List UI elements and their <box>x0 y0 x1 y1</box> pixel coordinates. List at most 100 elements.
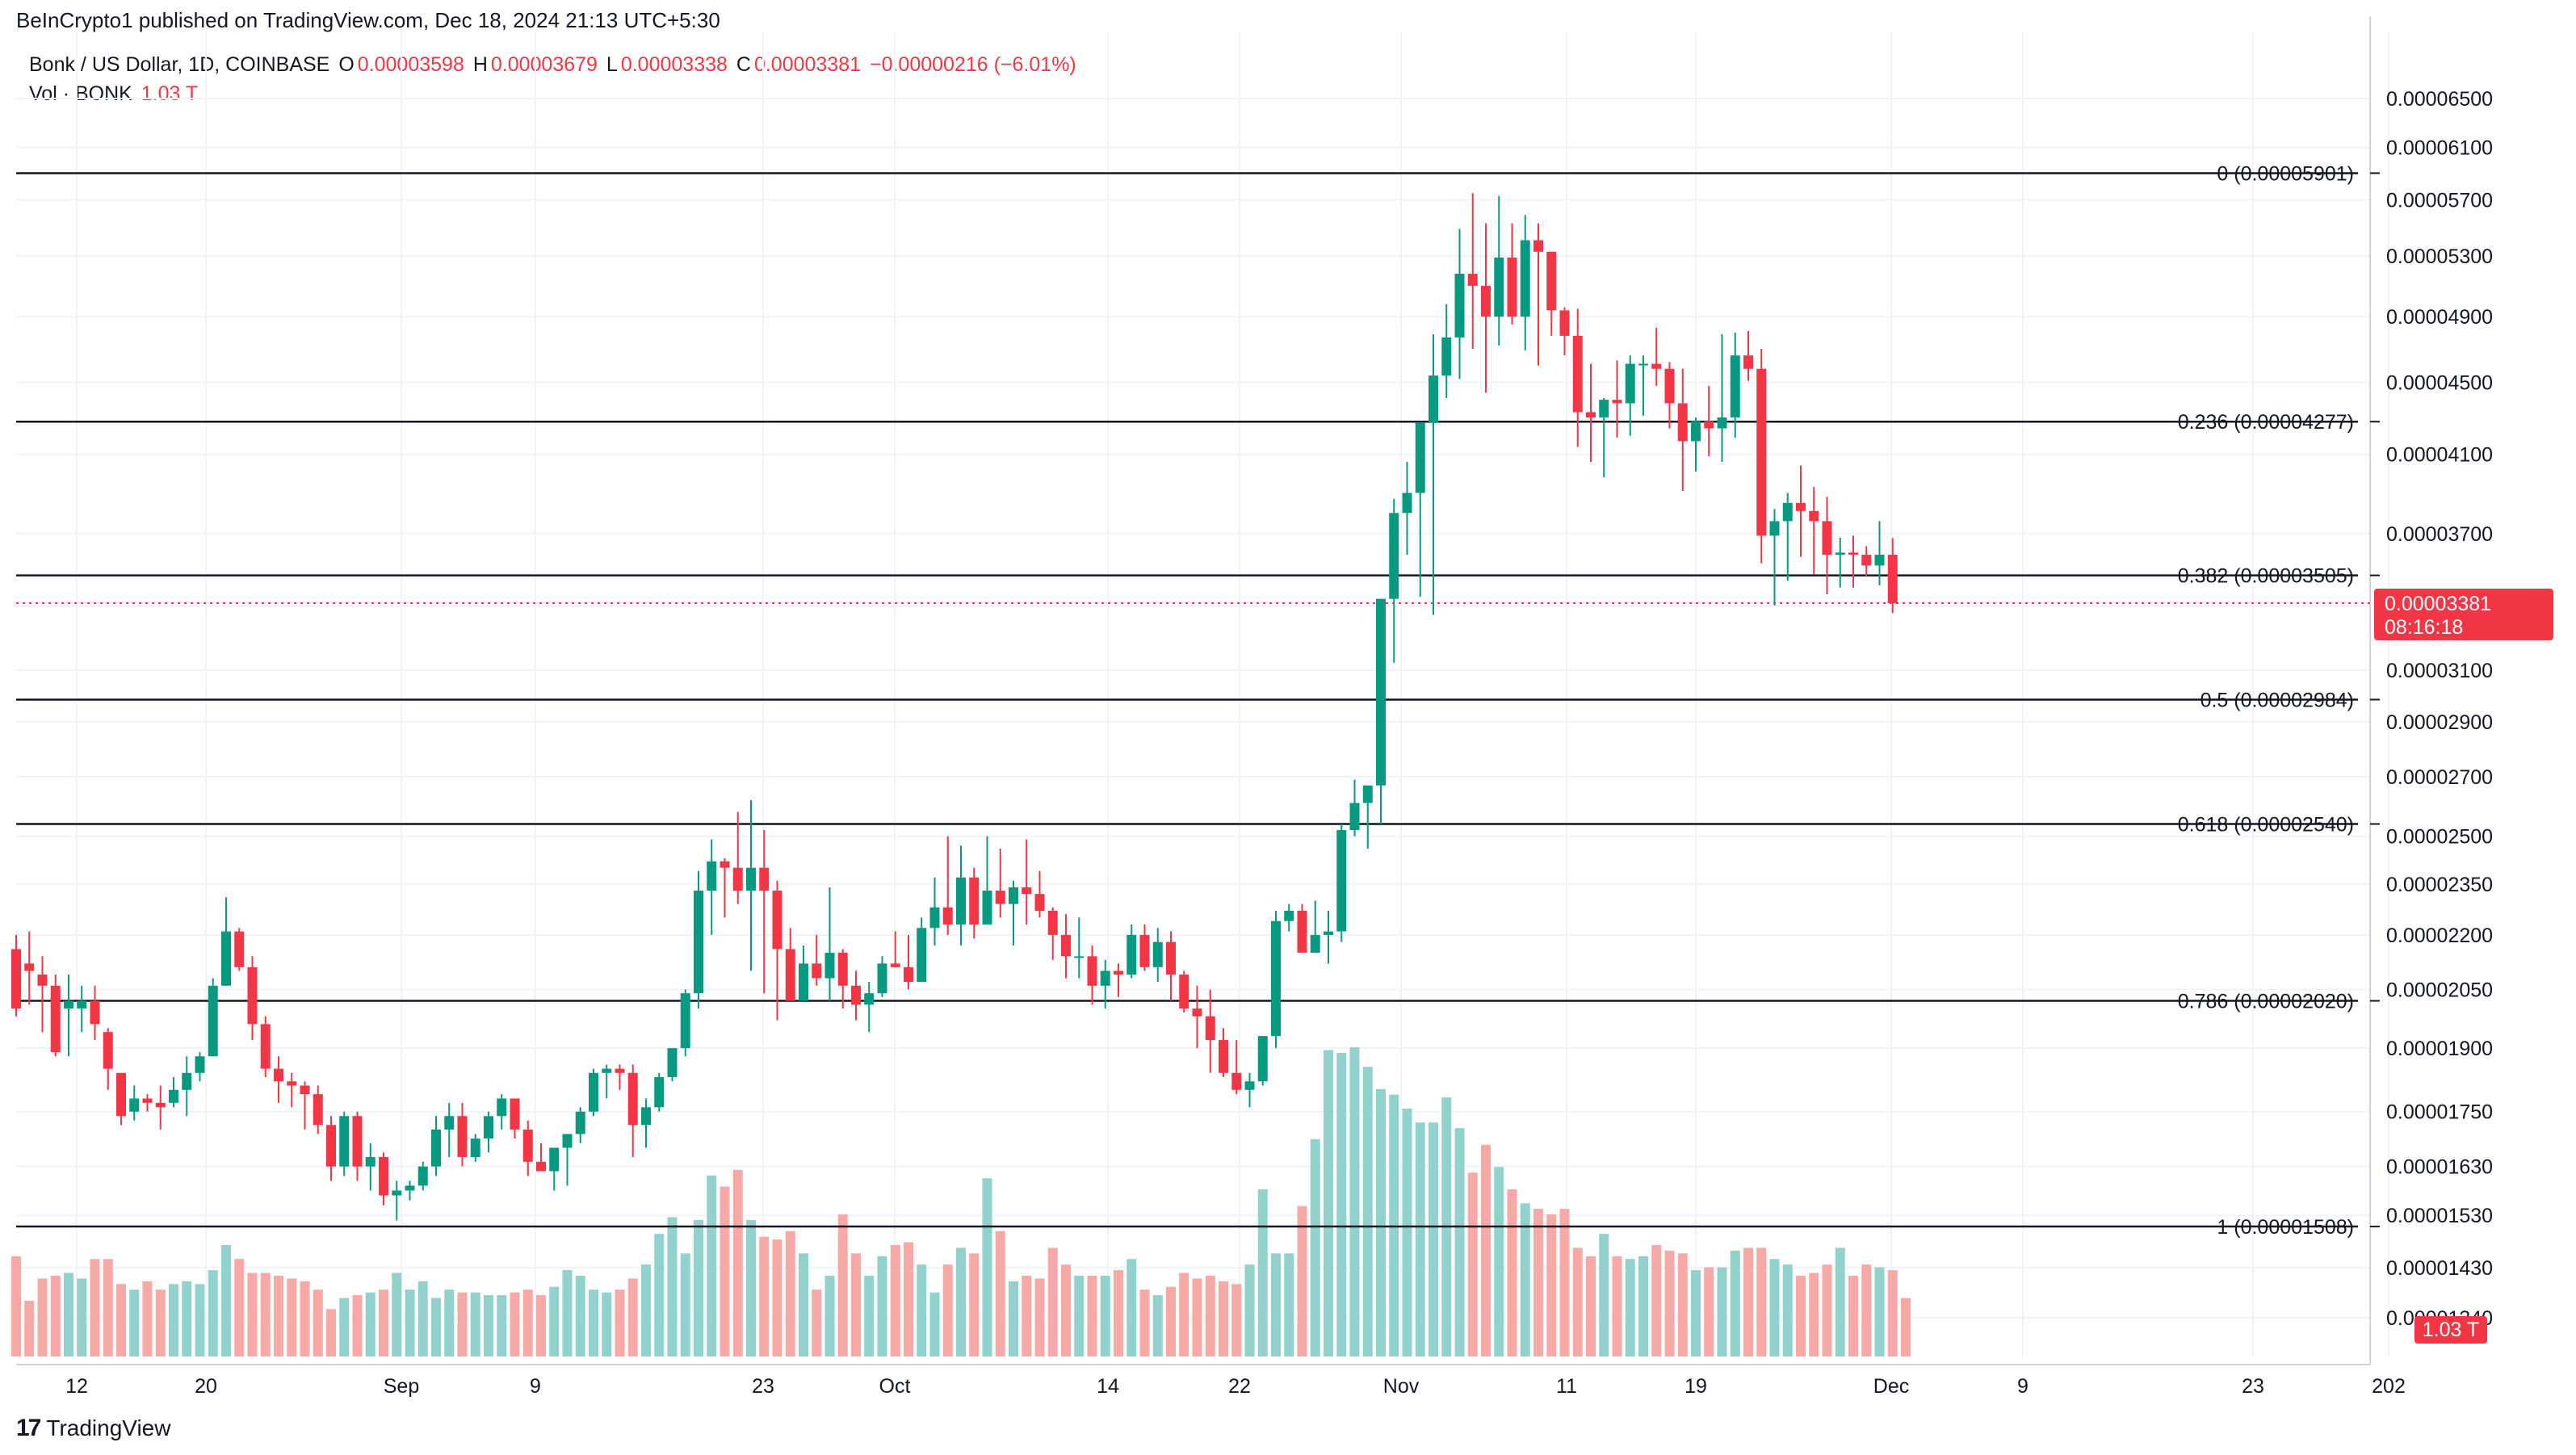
volume-bar <box>707 1175 717 1356</box>
price-tick-label: 0.00002700 <box>2386 766 2493 789</box>
candle-body <box>510 1098 520 1130</box>
candle-body <box>1310 934 1320 953</box>
volume-bar <box>1638 1256 1648 1356</box>
candle-body <box>274 1068 283 1082</box>
volume-bar <box>969 1253 980 1356</box>
candle-body <box>667 1048 678 1077</box>
candle-body <box>1415 422 1425 493</box>
volume-bar <box>1730 1250 1740 1356</box>
volume-bar <box>1494 1167 1504 1356</box>
volume-bar <box>1376 1088 1386 1356</box>
candle-body <box>575 1111 585 1134</box>
candle-body <box>969 877 980 925</box>
candle-body <box>1114 971 1123 975</box>
volume-bar <box>470 1292 480 1356</box>
volume-bar <box>772 1239 782 1356</box>
candle-body <box>1691 421 1701 442</box>
candle-body <box>313 1094 323 1126</box>
candlesticks <box>11 193 1898 1221</box>
tradingview-logo[interactable]: 17 TradingView <box>16 1415 170 1442</box>
candle-body <box>890 963 900 967</box>
volume-label[interactable]: Vol · BONK <box>29 82 132 105</box>
fib-retracement[interactable]: 0 (0.00005901) 0.236 (0.00004277) 0.382 (0… <box>16 162 2370 1239</box>
candle-body <box>1100 971 1110 986</box>
volume-bar <box>615 1289 625 1356</box>
volume-bar <box>956 1247 966 1356</box>
volume-bar <box>1887 1270 1898 1356</box>
volume-bar <box>1114 1270 1123 1356</box>
candle-body <box>1612 400 1622 404</box>
volume-bar <box>1244 1264 1255 1356</box>
candle-body <box>417 1166 428 1186</box>
volume-bar <box>746 1219 756 1356</box>
candle-body <box>457 1116 468 1158</box>
candle-body <box>1717 417 1727 429</box>
close-label: C <box>736 53 751 76</box>
volume-bar <box>1362 1067 1373 1356</box>
price-tick-label: 0.00002350 <box>2386 874 2493 896</box>
volume-bar <box>549 1286 560 1356</box>
price-tick-label: 0.00006500 <box>2386 88 2493 111</box>
volume-bar <box>497 1295 507 1356</box>
candle-body <box>956 877 966 925</box>
candle-body <box>1730 355 1740 418</box>
volume-bar <box>1192 1278 1202 1356</box>
volume-bar <box>864 1275 875 1356</box>
candle-body <box>484 1116 493 1139</box>
candle-body <box>260 1024 271 1069</box>
volume-bar <box>1664 1250 1675 1356</box>
volume-bar <box>195 1284 205 1356</box>
candle-body <box>339 1116 350 1167</box>
candle-body <box>1047 910 1058 935</box>
volume-bar <box>352 1295 363 1356</box>
volume-bar <box>1782 1264 1793 1356</box>
candle-body <box>221 931 231 986</box>
candle-body <box>1126 934 1137 975</box>
candle-body <box>1192 1008 1202 1017</box>
volume-bar <box>1310 1138 1320 1356</box>
candle-body <box>1664 368 1675 404</box>
volume-bar <box>1402 1108 1412 1356</box>
candle-body <box>522 1129 533 1162</box>
volume-bar <box>1572 1247 1583 1356</box>
volume-bars <box>11 1047 1911 1356</box>
volume-bar <box>1415 1122 1425 1356</box>
volume-bar <box>1874 1267 1885 1356</box>
volume-bar <box>129 1289 140 1356</box>
time-tick-label: 23 <box>2242 1375 2264 1398</box>
volume-bar <box>1848 1275 1858 1356</box>
volume-bar <box>1625 1259 1635 1356</box>
symbol-label[interactable]: Bonk / US Dollar, 1D, COINBASE <box>29 53 330 76</box>
candle-body <box>562 1134 573 1148</box>
candle-body <box>300 1085 310 1095</box>
volume-bar <box>1901 1298 1911 1356</box>
candle-body <box>904 967 913 983</box>
volume-bar <box>300 1281 310 1356</box>
candle-body <box>615 1068 625 1073</box>
last-price-badge <box>2374 589 2553 641</box>
price-axis[interactable]: 0.00006500 0.00006100 0.00005700 0.00005300… <box>2370 88 2493 1330</box>
candle-body <box>1572 335 1583 413</box>
price-tick-label: 0.00001530 <box>2386 1205 2493 1227</box>
volume-bar <box>77 1278 87 1356</box>
volume-bar <box>1704 1267 1714 1356</box>
candle-body <box>982 891 992 925</box>
change-value: −0.00000216 (−6.01%) <box>869 53 1076 76</box>
volume-bar <box>182 1281 192 1356</box>
candle-body <box>379 1157 388 1196</box>
candle-body <box>247 967 258 1025</box>
volume-bar <box>1599 1234 1609 1356</box>
candle-body <box>1769 521 1780 536</box>
low-value: 0.00003338 <box>620 53 728 76</box>
price-tick-label: 0.00002050 <box>2386 979 2493 1001</box>
time-tick-label: 9 <box>530 1375 541 1398</box>
volume-bar <box>982 1178 992 1356</box>
candle-body <box>654 1076 665 1108</box>
volume-bar <box>890 1245 900 1356</box>
candle-body <box>208 985 218 1057</box>
candle-body <box>287 1081 297 1086</box>
volume-bar <box>405 1289 415 1356</box>
time-axis[interactable]: 12 20 Sep 9 23 Oct 14 22 Nov 11 19 Dec 9 23 202 <box>65 1375 2406 1398</box>
candle-body <box>799 963 808 1001</box>
